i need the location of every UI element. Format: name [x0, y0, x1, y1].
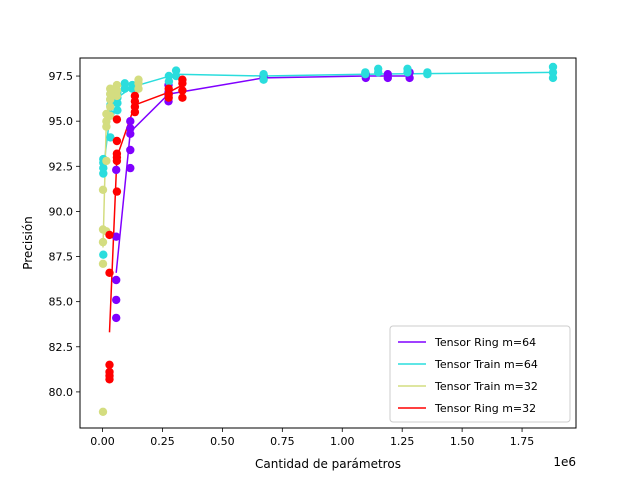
series-line-0 — [115, 75, 410, 273]
legend-label: Tensor Ring m=64 — [434, 336, 536, 349]
data-point-series-1 — [423, 70, 432, 79]
y-tick-label: 95.0 — [49, 115, 74, 128]
data-point-series-3 — [112, 136, 122, 146]
data-point-series-2 — [106, 111, 115, 121]
x-tick-label: 1.50 — [450, 435, 475, 448]
data-point-series-3 — [112, 156, 122, 166]
series-points — [98, 62, 558, 416]
axes-frame — [79, 57, 577, 429]
y-tick-label: 85.0 — [49, 296, 74, 309]
data-point-series-1 — [171, 71, 181, 81]
data-point-series-2 — [98, 185, 108, 194]
data-point-series-3 — [105, 375, 114, 384]
legend: Tensor Ring m=64 Tensor Train m=64 Tensor … — [389, 325, 571, 423]
x-tick-label: 0.25 — [150, 435, 175, 448]
data-point-series-2 — [98, 407, 108, 416]
data-point-series-0 — [112, 313, 121, 323]
legend-label: Tensor Train m=64 — [434, 358, 538, 371]
y-tick-label: 82.5 — [49, 341, 74, 354]
data-point-series-1 — [361, 70, 370, 79]
data-point-series-0 — [112, 232, 121, 241]
data-point-series-1 — [106, 133, 115, 142]
x-tick-label: 0.50 — [210, 435, 235, 448]
x-tick-label: 1.25 — [390, 435, 415, 448]
data-point-series-2 — [112, 91, 122, 101]
x-axis-offset-label: 1e6 — [553, 455, 576, 469]
x-tick-label: 1.00 — [330, 435, 355, 448]
data-point-series-0 — [112, 295, 121, 305]
data-point-series-1 — [403, 68, 412, 77]
data-point-series-3 — [112, 187, 122, 196]
data-point-series-1 — [164, 77, 174, 86]
data-point-series-2 — [134, 84, 143, 93]
data-point-series-2 — [98, 259, 108, 268]
data-point-series-0 — [112, 165, 121, 175]
y-axis-ticks: 80.0 82.5 85.0 87.5 90.0 92.5 95.0 97.5 — [49, 70, 80, 399]
data-point-series-3 — [112, 115, 122, 124]
data-point-series-0 — [126, 145, 135, 155]
data-point-series-3 — [105, 268, 114, 277]
x-axis-label: Cantidad de parámetros — [255, 457, 401, 471]
data-point-series-3 — [164, 93, 173, 102]
data-point-series-0 — [112, 275, 121, 285]
data-point-series-3 — [178, 86, 187, 95]
data-point-series-1 — [120, 84, 129, 93]
data-point-series-3 — [105, 230, 114, 240]
x-tick-label: 1.75 — [510, 435, 535, 448]
data-point-series-1 — [259, 75, 268, 84]
data-point-series-0 — [383, 73, 392, 83]
data-point-series-0 — [126, 163, 135, 173]
data-point-series-3 — [130, 107, 140, 117]
x-tick-label: 0.75 — [270, 435, 295, 448]
data-point-series-3 — [178, 79, 187, 88]
data-point-series-0 — [126, 129, 135, 138]
y-tick-label: 87.5 — [49, 251, 74, 264]
data-point-series-1 — [99, 169, 108, 178]
x-axis-ticks: 0.00 0.25 0.50 0.75 1.00 1.25 1.50 1.75 — [90, 428, 534, 448]
legend-label: Tensor Train m=32 — [434, 380, 538, 393]
legend-label: Tensor Ring m=32 — [434, 402, 536, 415]
data-point-series-2 — [102, 122, 111, 131]
y-tick-label: 97.5 — [49, 70, 74, 83]
data-point-series-1 — [99, 250, 108, 259]
y-axis-label: Precisión — [21, 216, 35, 270]
y-tick-label: 90.0 — [49, 205, 74, 218]
y-tick-label: 80.0 — [49, 386, 74, 399]
y-tick-label: 92.5 — [49, 160, 74, 173]
data-point-series-2 — [102, 156, 111, 166]
data-point-series-1 — [548, 73, 558, 83]
data-point-series-1 — [374, 68, 383, 77]
data-point-series-3 — [105, 360, 114, 369]
data-point-series-2 — [106, 95, 115, 104]
data-point-series-0 — [126, 117, 135, 126]
x-tick-label: 0.00 — [90, 435, 115, 448]
data-point-series-2 — [106, 102, 115, 111]
data-point-series-2 — [98, 237, 108, 247]
data-point-series-1 — [128, 84, 137, 93]
data-point-series-1 — [113, 98, 122, 108]
data-point-series-3 — [178, 93, 187, 102]
data-point-series-1 — [113, 106, 122, 115]
legend-box — [389, 325, 571, 423]
